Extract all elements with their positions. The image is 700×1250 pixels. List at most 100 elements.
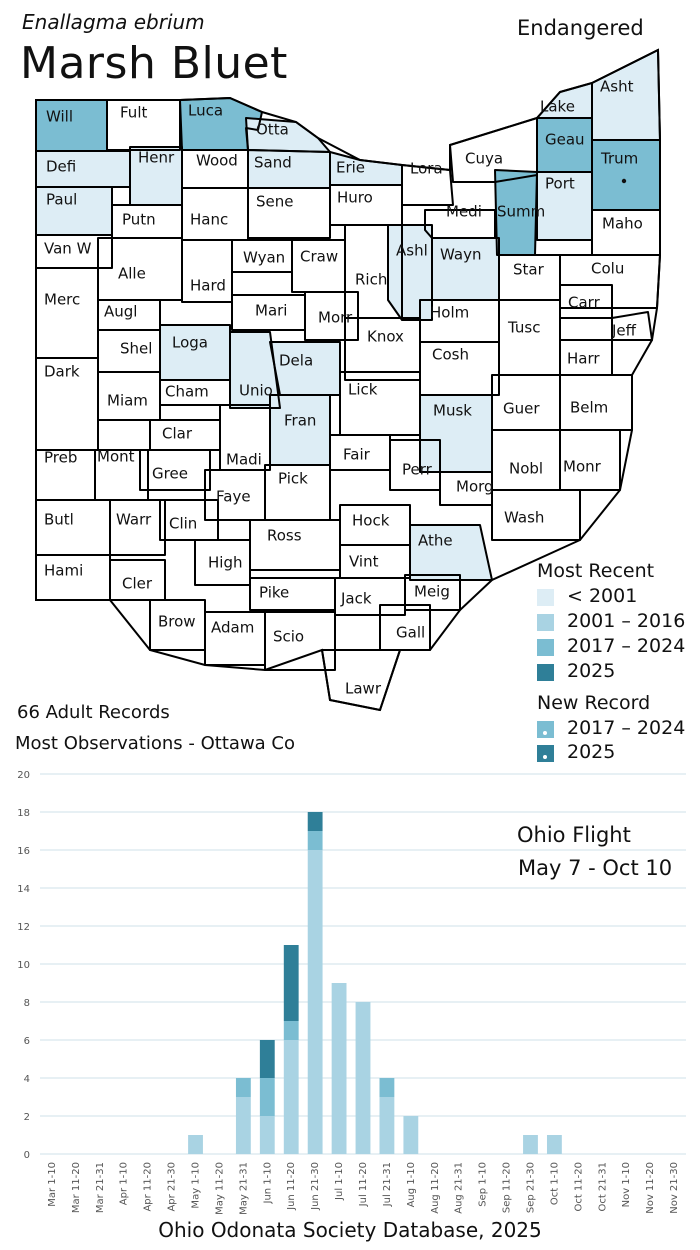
county-label: Wyan (243, 249, 285, 267)
county-label: Meig (414, 583, 450, 601)
county-border (264, 611, 336, 671)
county-border (334, 577, 406, 616)
county-label: Clar (162, 425, 193, 443)
county-label: Loga (172, 334, 208, 352)
county-label: Van W (44, 240, 92, 258)
bar-segment (307, 850, 323, 1154)
county-label: Holm (430, 304, 469, 322)
county-label: Sene (256, 193, 294, 211)
bar-segment (523, 1135, 538, 1154)
county-label: Augl (104, 303, 137, 321)
x-tick-label: Apr 1-10 (119, 1162, 130, 1205)
county-label: Cosh (432, 346, 469, 364)
bar-segment (188, 1135, 203, 1154)
legend-new-record-title: New Record (537, 692, 651, 714)
county-label: Geau (545, 131, 585, 149)
county-label: Asht (600, 78, 634, 96)
legend-label: 2025 (567, 660, 616, 682)
bar-segment (235, 1097, 251, 1154)
county-label: Morg (456, 478, 494, 496)
county-border (139, 449, 211, 491)
county-fill (160, 325, 230, 380)
county-label: Musk (433, 402, 472, 420)
scientific-name: Enallagma ebrium (22, 10, 205, 34)
county-label: Shel (120, 340, 152, 358)
county-label: Hami (44, 562, 83, 580)
x-tick-label: Mar 21-31 (95, 1162, 106, 1213)
x-tick-label: Aug 21-31 (454, 1162, 465, 1214)
county-label: Lick (348, 381, 378, 399)
county-label: Ashl (396, 242, 428, 260)
x-tick-label: Aug 11-20 (430, 1162, 441, 1214)
county-label: Unio (239, 382, 273, 400)
county-label: Mari (255, 302, 287, 320)
x-tick-label: Nov 11-20 (645, 1162, 656, 1214)
legend-swatch (537, 639, 554, 656)
record-dot-icon (543, 755, 547, 759)
most-observations: Most Observations - Ottawa Co (15, 733, 295, 754)
county-fill (432, 238, 499, 300)
county-label: Lake (540, 98, 575, 116)
x-tick-label: Jun 1-10 (262, 1162, 273, 1205)
county-label: Jeff (611, 322, 637, 340)
county-label: Miam (107, 392, 148, 410)
county-label: Craw (300, 248, 338, 266)
county-label: Star (513, 261, 545, 279)
county-label: Pick (278, 470, 308, 488)
county-label: Putn (122, 211, 156, 229)
bar-segment (259, 1116, 275, 1154)
county-label: Trum (600, 150, 638, 168)
flight-range: May 7 - Oct 10 (518, 856, 673, 880)
bar-segment (259, 1040, 275, 1078)
county-label: Harr (567, 350, 600, 368)
county-label: Athe (418, 532, 453, 550)
x-tick-label: Jun 21-30 (310, 1162, 321, 1211)
bar-segment (546, 1135, 562, 1154)
bar-segment (283, 1040, 299, 1154)
x-tick-label: Mar 11-20 (71, 1162, 82, 1213)
bar-segment (235, 1078, 251, 1097)
legend-swatch (537, 721, 554, 738)
county-label: Wayn (440, 246, 481, 264)
county-label: Carr (568, 294, 601, 312)
ohio-county-map: Will Fult Luca Otta Defi Henr Wood Sand Erie Lora… (35, 48, 661, 712)
county-border (339, 544, 411, 579)
legend-swatch (537, 614, 554, 631)
y-tick-label: 14 (17, 884, 30, 895)
county-label: Jack (340, 590, 372, 608)
x-tick-label: Oct 1-10 (549, 1162, 560, 1205)
county-label: Dela (279, 352, 313, 370)
county-label: Mont (97, 448, 135, 466)
county-fill (230, 332, 280, 408)
x-tick-label: May 1-10 (191, 1162, 202, 1209)
x-tick-label: Jun 11-20 (286, 1162, 297, 1211)
county-label: Gall (396, 624, 425, 642)
county-fill (420, 395, 492, 472)
legend-label: 2001 – 2016 (567, 610, 686, 632)
county-label: Sand (254, 154, 292, 172)
county-fill (537, 172, 592, 240)
county-label: Summ (497, 203, 545, 221)
legend-label: 2017 – 2024 (567, 635, 686, 657)
x-tick-label: Sep 11-20 (502, 1162, 513, 1213)
record-dot-icon (543, 731, 547, 735)
county-label: Medi (446, 203, 482, 221)
county-fill (537, 118, 592, 172)
y-tick-label: 18 (17, 808, 30, 819)
county-label: Fult (120, 104, 147, 122)
county-label: Scio (273, 628, 304, 646)
legend-most-recent-title: Most Recent (537, 560, 655, 582)
legend-label: 2025 (567, 741, 616, 763)
county-border (219, 404, 271, 471)
county-label: Knox (367, 328, 404, 346)
county-label: Hard (190, 277, 226, 295)
x-tick-label: Sep 1-10 (478, 1162, 489, 1207)
legend-label: < 2001 (567, 585, 638, 607)
x-tick-label: Oct 21-31 (597, 1162, 608, 1212)
county-label: Adam (211, 619, 254, 637)
county-label: Hanc (190, 211, 228, 229)
county-label: Colu (591, 260, 624, 278)
county-fill (537, 83, 592, 118)
county-label: Nobl (509, 460, 543, 478)
county-fill (36, 187, 112, 235)
